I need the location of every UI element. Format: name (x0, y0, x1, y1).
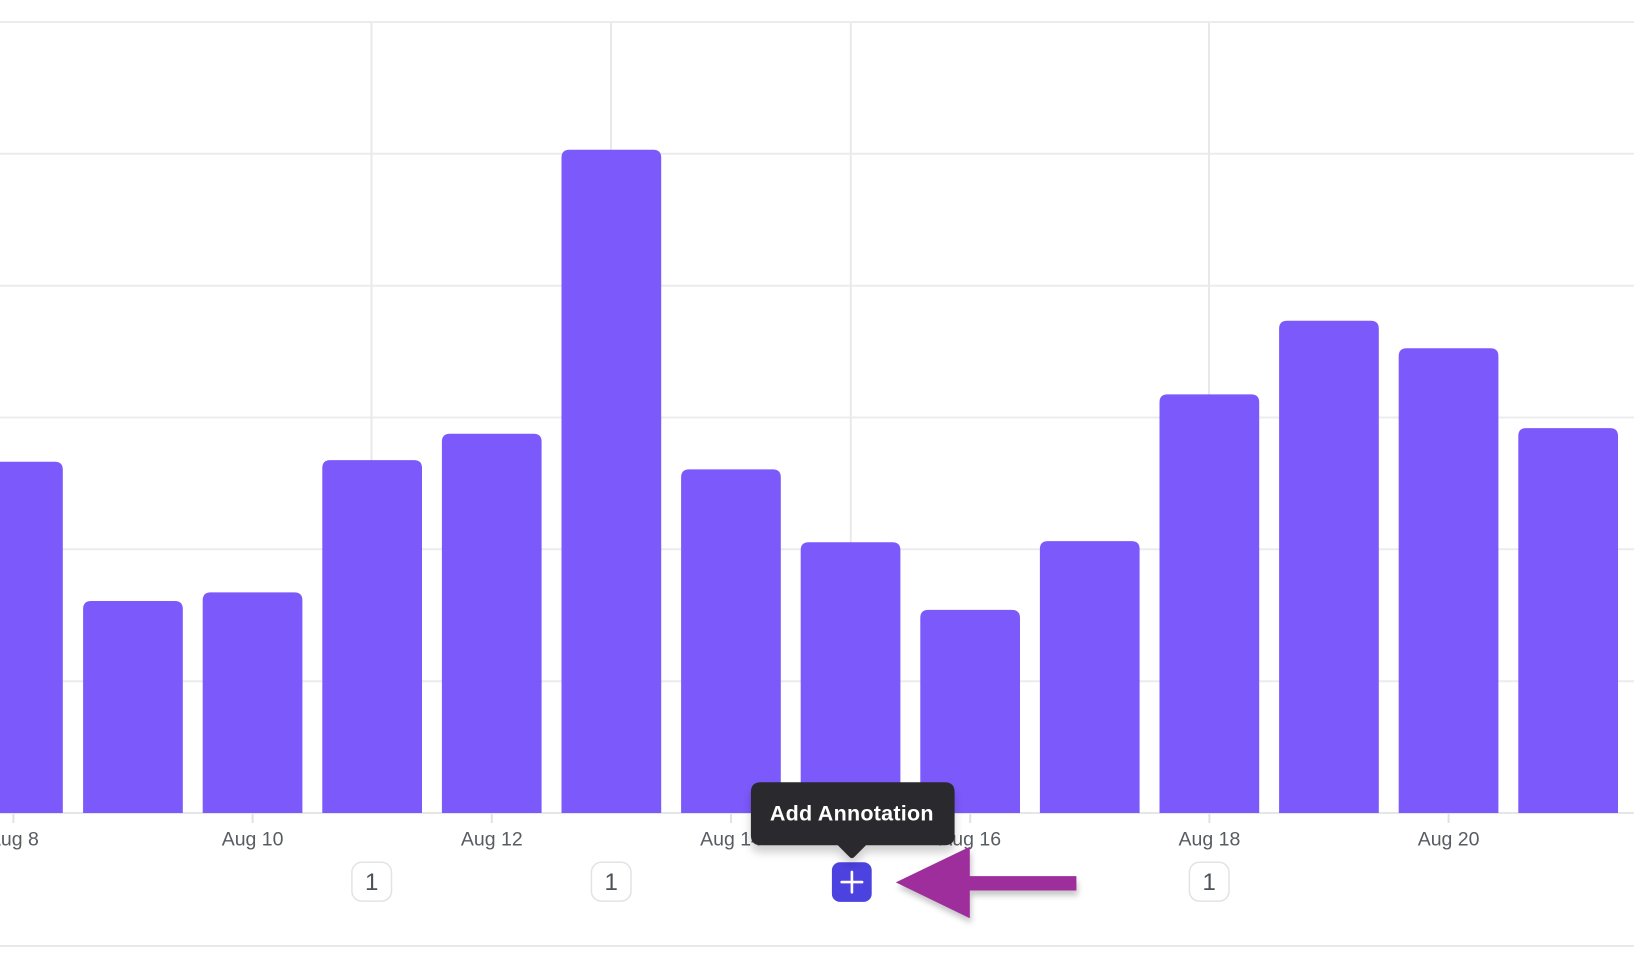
svg-text:Aug 16: Aug 16 (939, 829, 1001, 851)
svg-text:Add Annotation: Add Annotation (770, 802, 934, 826)
svg-text:Aug 14: Aug 14 (700, 829, 762, 851)
svg-text:Aug 12: Aug 12 (461, 829, 523, 851)
svg-text:1: 1 (605, 869, 618, 896)
svg-text:1: 1 (1203, 869, 1216, 896)
svg-text:Aug 20: Aug 20 (1418, 829, 1480, 851)
svg-text:Aug 10: Aug 10 (222, 829, 284, 851)
svg-text:Aug 8: Aug 8 (0, 829, 39, 851)
svg-text:Aug 18: Aug 18 (1178, 829, 1240, 851)
svg-text:1: 1 (365, 869, 378, 896)
